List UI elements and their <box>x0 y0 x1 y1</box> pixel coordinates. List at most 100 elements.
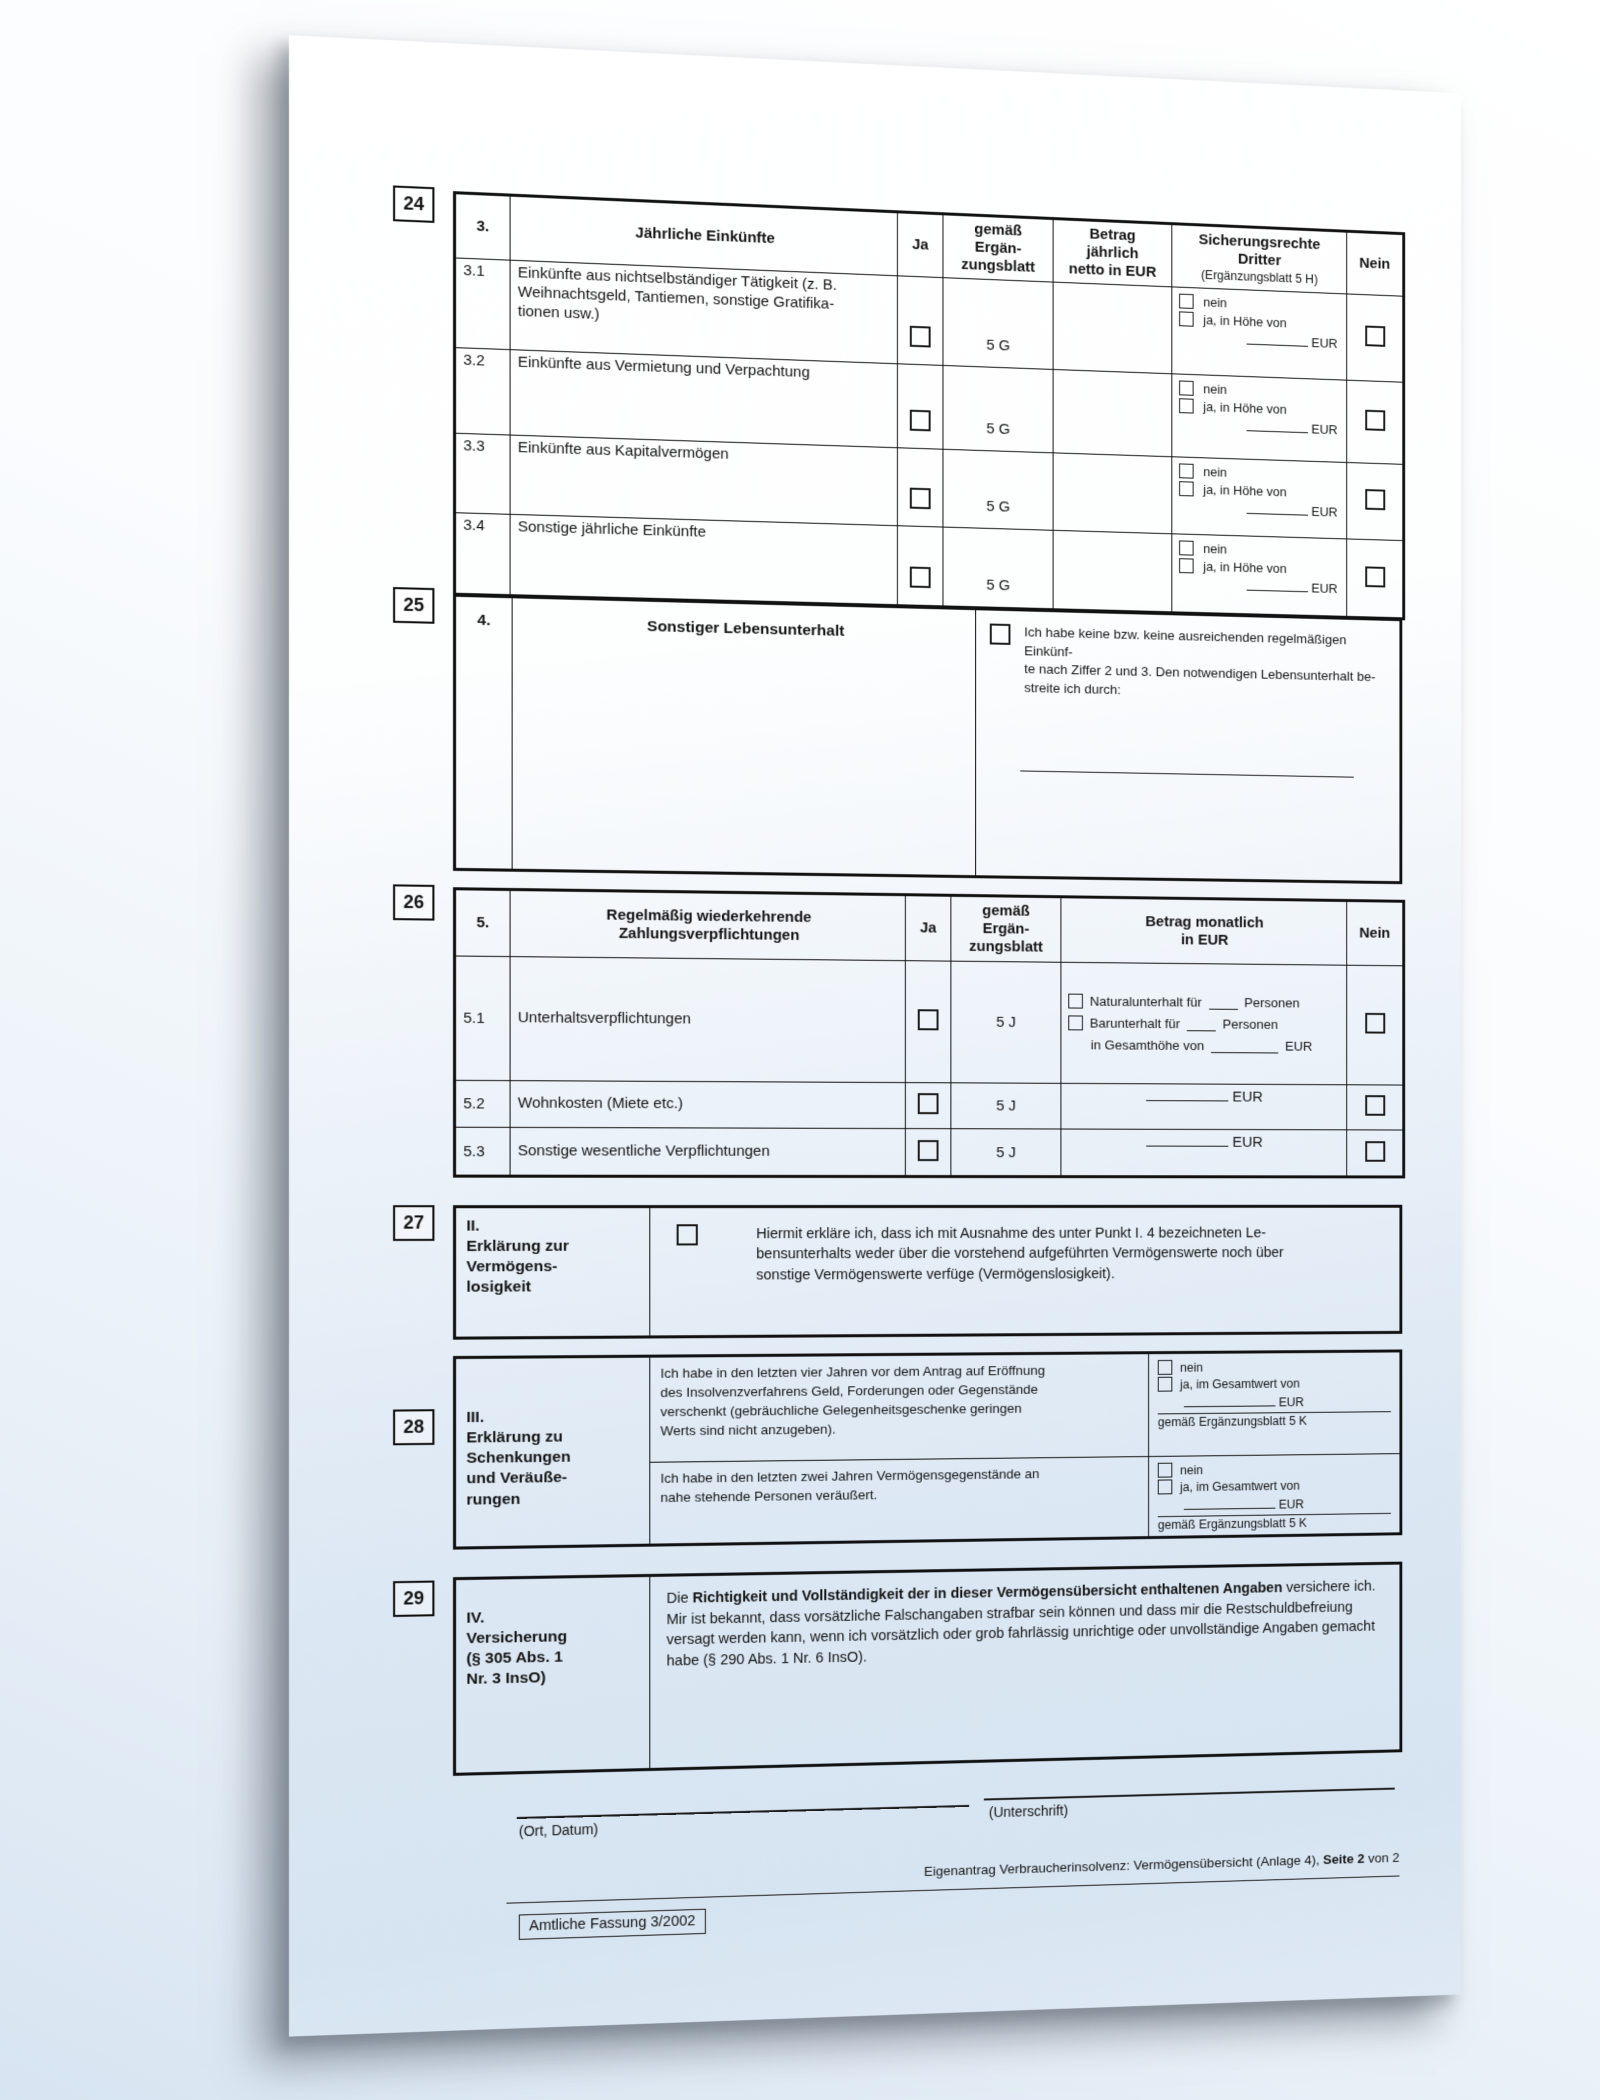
nein-checkbox[interactable] <box>1364 1095 1385 1116</box>
gesamthoehe-blank[interactable] <box>1211 1039 1279 1054</box>
schenkungen-row-2: Ich habe in den letzten zwei Jahren Verm… <box>650 1453 1400 1544</box>
table5-col-ja: Ja <box>905 894 951 962</box>
ort-datum-signature-line[interactable] <box>516 1804 970 1820</box>
personen-label: Personen <box>1222 1016 1279 1032</box>
margin-number-28-label: 28 <box>403 1416 425 1438</box>
document-footer-label: Eigenantrag Verbraucherinsolvenz: Vermög… <box>700 1850 1400 1886</box>
nein-label: nein <box>1180 1462 1203 1477</box>
sicherung-ja-checkbox[interactable] <box>1179 398 1194 414</box>
row-number: 5.1 <box>454 956 511 1081</box>
betrag-input-cell[interactable] <box>1053 282 1172 374</box>
ja-checkbox[interactable] <box>909 325 931 348</box>
sicherung-nein-label: nein <box>1203 464 1227 480</box>
vermoegenslosigkeit-section: II. Erklärung zur Vermögens- losigkeit H… <box>453 1204 1403 1340</box>
margin-number-26: 26 <box>393 884 435 921</box>
ja-checkbox[interactable] <box>909 487 931 510</box>
sicherung-ja-checkbox[interactable] <box>1179 481 1194 497</box>
sicherung-nein-checkbox[interactable] <box>1179 293 1194 309</box>
nein-checkbox[interactable] <box>1364 565 1385 588</box>
sicherung-amount-blank[interactable] <box>1246 500 1308 516</box>
payment-row-5-3: 5.3 Sonstige wesentliche Verpflichtungen… <box>454 1127 1404 1177</box>
sicherung-amount-blank[interactable] <box>1246 417 1308 434</box>
margin-number-29-label: 29 <box>403 1587 425 1609</box>
betrag-blank[interactable] <box>1146 1087 1229 1102</box>
sicherung-nein-checkbox[interactable] <box>1179 463 1194 479</box>
unterhalt-detail-cell: Naturalunterhalt für Personen Barunterha… <box>1060 962 1347 1085</box>
gesamtwert-blank[interactable] <box>1183 1494 1276 1510</box>
betrag-input-cell[interactable] <box>1053 452 1172 534</box>
personen-blank[interactable] <box>1186 1017 1216 1032</box>
lebensunterhalt-input-line[interactable] <box>1020 770 1354 778</box>
betrag-input-cell[interactable] <box>1053 369 1172 457</box>
row-number: 5.2 <box>454 1080 511 1128</box>
vermoegenslosigkeit-title: II. Erklärung zur Vermögens- losigkeit <box>456 1208 651 1337</box>
nein-checkbox[interactable] <box>1364 409 1385 431</box>
income-row-label: Sonstige jährliche Einkünfte <box>510 514 898 606</box>
row-number: 3.1 <box>454 257 511 350</box>
nein-checkbox[interactable] <box>1364 1012 1385 1034</box>
ja-checkbox[interactable] <box>909 409 931 432</box>
ja-checkbox[interactable] <box>917 1093 939 1115</box>
unterschrift-signature-line[interactable] <box>983 1787 1395 1801</box>
personen-blank[interactable] <box>1208 995 1238 1010</box>
barunterhalt-checkbox[interactable] <box>1068 1015 1083 1031</box>
payment-row-label: Sonstige wesentliche Verpflichtungen <box>510 1127 906 1177</box>
table5-col-nein: Nein <box>1346 900 1404 966</box>
eur-label: EUR <box>1311 504 1338 520</box>
lebensunterhalt-checkbox[interactable] <box>989 623 1011 645</box>
eur-label: EUR <box>1311 421 1338 438</box>
table5-col-ergaenzungsblatt: gemäß Ergän- zungsblatt <box>950 895 1061 963</box>
sicherung-nein-label: nein <box>1203 541 1227 557</box>
ergaenzungsblatt-ref: 5 G <box>942 449 1054 531</box>
sicherung-nein-checkbox[interactable] <box>1179 540 1194 556</box>
gesamtwert-blank[interactable] <box>1183 1392 1276 1408</box>
vermoegenslosigkeit-checkbox[interactable] <box>676 1224 698 1246</box>
eur-label: EUR <box>1232 1088 1263 1106</box>
schenkungen-row2-text: Ich habe in den letzten zwei Jahren Verm… <box>660 1466 1040 1505</box>
nein-label: nein <box>1180 1360 1203 1375</box>
payment-row-5-1: 5.1 Unterhaltsverpflichtungen 5 J Natura… <box>454 956 1404 1086</box>
eur-label: EUR <box>1311 335 1338 351</box>
margin-number-27-label: 27 <box>403 1212 425 1233</box>
sicherung-amount-blank[interactable] <box>1246 576 1308 593</box>
gesamthoehe-label: in Gesamthöhe von <box>1090 1037 1205 1053</box>
ergaenzungsblatt-ref: 5 J <box>950 1128 1061 1177</box>
table3-col-ergaenzungsblatt: gemäß Ergän- zungsblatt <box>942 213 1054 283</box>
nein-checkbox[interactable] <box>1364 325 1385 347</box>
ja-checkbox[interactable] <box>917 1009 939 1031</box>
schenkungen-row1-options: nein ja, im Gesamtwert von EUR gemäß Erg… <box>1148 1352 1400 1457</box>
margin-number-26-label: 26 <box>403 891 425 913</box>
sicherungsrechte-cell: nein ja, in Höhe von EUR <box>1171 286 1347 381</box>
row-number: 3.3 <box>454 433 511 515</box>
ja-checkbox[interactable] <box>909 566 931 589</box>
ja-checkbox[interactable] <box>1157 1479 1173 1495</box>
margin-number-27: 27 <box>393 1205 435 1241</box>
betrag-cell: EUR <box>1060 1129 1347 1177</box>
margin-number-25: 25 <box>393 587 435 624</box>
sicherung-ja-checkbox[interactable] <box>1179 558 1194 574</box>
amtliche-fassung-badge: Amtliche Fassung 3/2002 <box>518 1908 706 1940</box>
nein-checkbox[interactable] <box>1364 1140 1385 1162</box>
sicherung-ja-checkbox[interactable] <box>1179 311 1194 327</box>
nein-checkbox[interactable] <box>1157 1462 1173 1478</box>
sicherung-nein-label: nein <box>1203 294 1227 311</box>
sicherungsrechte-cell: nein ja, in Höhe von EUR <box>1171 373 1347 463</box>
sicherung-nein-checkbox[interactable] <box>1179 380 1194 396</box>
row-number: 3.2 <box>454 347 511 436</box>
margin-number-25-label: 25 <box>403 594 425 616</box>
sicherung-amount-blank[interactable] <box>1246 330 1308 347</box>
nein-checkbox[interactable] <box>1157 1359 1173 1375</box>
eur-label: EUR <box>1232 1133 1263 1151</box>
table3-col-nein: Nein <box>1346 231 1404 297</box>
ja-checkbox[interactable] <box>917 1139 939 1161</box>
betrag-input-cell[interactable] <box>1053 530 1172 613</box>
ja-checkbox[interactable] <box>1157 1376 1173 1392</box>
eur-label: EUR <box>1285 1038 1313 1054</box>
section4-statement-cell: Ich habe keine bzw. keine ausreichenden … <box>976 610 1399 881</box>
table5-title: Regelmäßig wiederkehrende Zahlungsverpfl… <box>510 889 906 961</box>
nein-checkbox[interactable] <box>1364 489 1385 511</box>
betrag-blank[interactable] <box>1146 1132 1229 1147</box>
doc-label-rest: von 2 <box>1364 1850 1400 1866</box>
naturalunterhalt-checkbox[interactable] <box>1068 993 1083 1009</box>
